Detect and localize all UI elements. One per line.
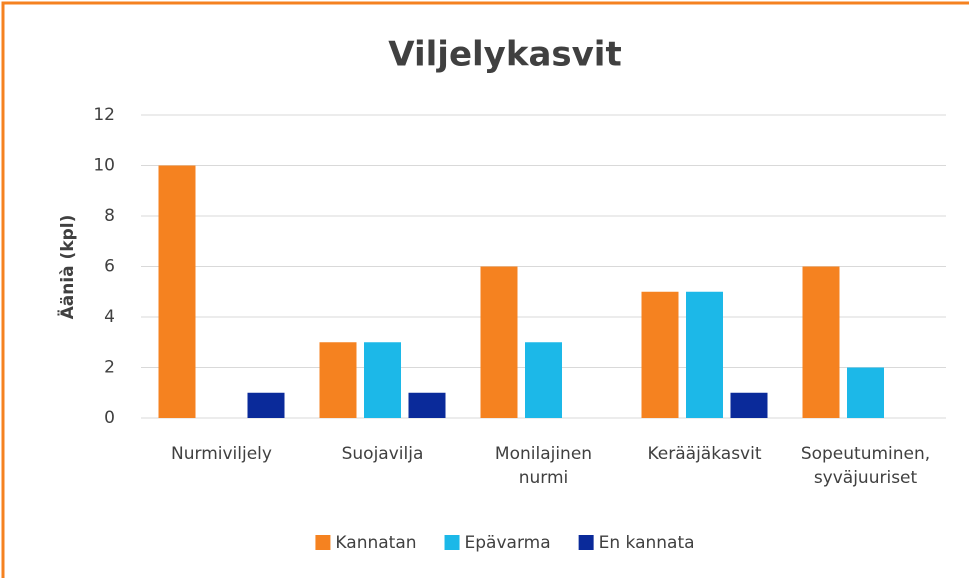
bar [364,342,401,418]
bar [641,291,679,418]
y-tick-label: 2 [104,358,115,378]
legend-swatch [578,535,594,550]
bar [686,291,723,418]
y-tick-label: 4 [104,307,115,327]
y-tick-label: 6 [104,257,115,277]
bar [802,266,840,418]
legend-swatch [315,535,331,550]
legend-label: Epävarma [465,533,551,553]
chart-title: Viljelykasvit [388,35,621,75]
bar [319,342,357,418]
bar [525,342,562,418]
legend-label: En kannata [599,533,695,553]
y-tick-label: 10 [93,156,115,176]
x-tick-label: Sopeutuminen, syväjuuriset [800,444,931,488]
bar [158,165,196,418]
x-tick-label: Suojavilja [341,444,424,464]
x-tick-label: Kerääjäkasvit [647,444,762,464]
bar [847,367,884,418]
bar [408,392,446,418]
x-tick-label: Monilajinen nurmi [494,444,593,488]
bar [480,266,518,418]
legend-swatch [444,535,460,550]
y-tick-label: 12 [93,105,115,125]
y-tick-label: 8 [104,206,115,226]
y-axis-label: Äänià (kpl) [56,215,78,320]
bar [247,392,285,418]
bar [730,392,768,418]
y-tick-label: 0 [104,408,115,428]
legend-label: Kannatan [335,533,416,553]
x-tick-label: Nurmiviljely [171,444,272,464]
